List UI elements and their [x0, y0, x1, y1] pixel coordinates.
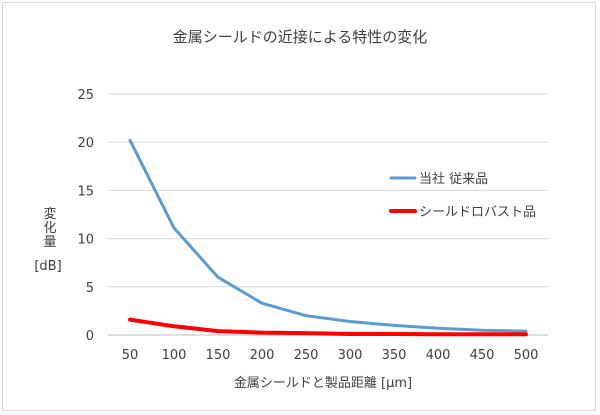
series-line-2	[128, 317, 528, 337]
x-tick-label: 50	[122, 348, 139, 363]
x-tick-label: 500	[514, 348, 539, 363]
x-tick-label: 250	[294, 348, 319, 363]
x-tick-label: 400	[426, 348, 451, 363]
legend-label-1: 当社 従来品	[419, 171, 488, 187]
y-tick-label: 5	[86, 281, 94, 296]
x-tick-label: 100	[162, 348, 187, 363]
y-axis-label-part: 化	[43, 221, 56, 236]
legend-label-2: シールドロバスト品	[419, 205, 536, 220]
x-tick-labels: 50 100 150 200 250 300 350 400 450 500	[122, 348, 539, 363]
x-axis-label: 金属シールドと製品距離 [μm]	[234, 375, 412, 391]
y-tick-label: 20	[77, 136, 94, 151]
y-axis-label: 変化量 [dB]	[34, 206, 61, 274]
x-tick-label: 150	[206, 348, 231, 363]
y-axis-label-part: 量	[43, 235, 56, 250]
y-tick-label: 0	[86, 329, 94, 344]
x-tick-label: 450	[470, 348, 495, 363]
x-tick-label: 200	[250, 348, 275, 363]
y-tick-label: 25	[77, 88, 94, 103]
y-axis-label-part: 変	[43, 206, 56, 222]
x-tick-label: 300	[338, 348, 363, 363]
x-tick-label: 350	[382, 348, 407, 363]
series-line-1	[128, 138, 528, 333]
y-tick-label: 10	[77, 233, 94, 248]
chart-title: 金属シールドの近接による特性の変化	[173, 28, 428, 46]
series-layer	[128, 138, 528, 337]
chart-frame	[2, 2, 596, 411]
y-tick-labels: 0 5 10 15 20 25	[77, 88, 94, 344]
y-tick-label: 15	[77, 184, 94, 199]
y-axis-label-part: [dB]	[34, 259, 61, 274]
